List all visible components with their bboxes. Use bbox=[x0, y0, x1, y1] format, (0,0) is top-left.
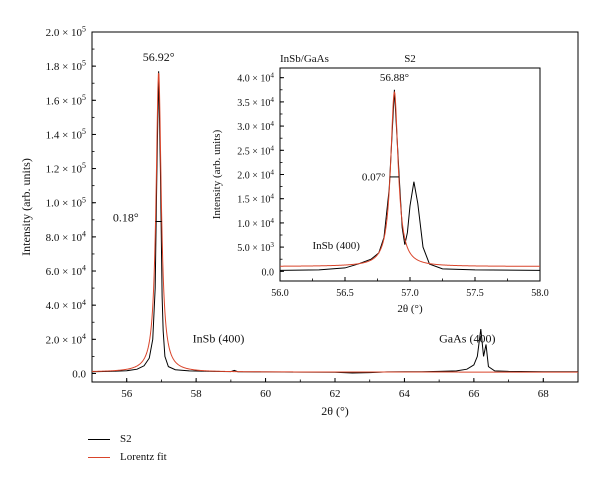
legend-swatch-lorentz-fit bbox=[88, 456, 110, 458]
inset-y-tick-label: 1.5 × 104 bbox=[237, 193, 274, 206]
main-y-tick-label: 2.0 × 104 bbox=[46, 332, 86, 346]
inset-x-tick-label: 57.5 bbox=[466, 288, 484, 299]
inset-y-tick-label: 5.0 × 103 bbox=[237, 241, 274, 254]
main-series-group bbox=[92, 71, 578, 374]
inset-x-tick-label: 58.0 bbox=[531, 288, 549, 299]
main-x-tick-label: 58 bbox=[191, 388, 203, 400]
main-x-tick-label: 64 bbox=[399, 388, 411, 400]
main-y-tick-label: 1.6 × 105 bbox=[46, 93, 86, 107]
main-series-lorentz-fit bbox=[92, 73, 578, 373]
legend-label-lorentz-fit: Lorentz fit bbox=[120, 451, 167, 463]
main-plot: 56 58 60 62 64 66 68 0.0 2.0 × 104 4.0 × 104 6.0 ×… bbox=[19, 25, 579, 418]
inset-y-tick-label: 1.0 × 104 bbox=[237, 217, 274, 230]
main-x-tick-label: 60 bbox=[260, 388, 272, 400]
inset-y-tick-label: 3.5 × 104 bbox=[237, 96, 274, 109]
inset-series-group bbox=[280, 89, 540, 271]
inset-series-s2 bbox=[280, 89, 540, 271]
main-annotation: 0.18° bbox=[113, 211, 139, 225]
main-y-tick-label: 1.2 × 105 bbox=[46, 161, 86, 175]
inset-annotation: 56.88° bbox=[380, 72, 409, 84]
main-y-tick-label: 4.0 × 104 bbox=[46, 298, 86, 312]
inset-frame bbox=[279, 67, 541, 282]
main-y-tick-label: 2.0 × 105 bbox=[46, 25, 86, 39]
main-x-tick-label: 56 bbox=[121, 388, 133, 400]
inset-x-tick-label: 57.0 bbox=[401, 288, 419, 299]
inset-plot: 56.0 56.5 57.0 57.5 58.0 0.0 5.0 × 103 1.0 × 10… bbox=[211, 53, 549, 315]
inset-y-tick-label: 4.0 × 104 bbox=[237, 72, 274, 85]
main-annotation: 56.92° bbox=[143, 50, 175, 64]
legend-swatch-s2 bbox=[88, 438, 110, 440]
main-x-tick-label: 62 bbox=[330, 388, 341, 400]
inset-y-tick-label: 2.5 × 104 bbox=[237, 144, 274, 157]
inset-annotation: 0.07° bbox=[362, 171, 386, 183]
inset-y-tick-label: 3.0 × 104 bbox=[237, 120, 274, 133]
legend-item-s2: S2 bbox=[88, 430, 167, 448]
main-x-axis-label: 2θ (°) bbox=[321, 404, 349, 418]
main-x-tick-label: 68 bbox=[538, 388, 550, 400]
main-y-tick-label: 6.0 × 104 bbox=[46, 264, 86, 278]
inset-y-tick-label: 2.0 × 104 bbox=[237, 169, 274, 182]
legend: S2 Lorentz fit bbox=[88, 430, 167, 466]
main-annotation: InSb (400) bbox=[193, 332, 245, 346]
main-y-tick-label: 1.4 × 105 bbox=[46, 127, 86, 141]
main-x-tick-label: 66 bbox=[468, 388, 480, 400]
inset-title-label: S2 bbox=[404, 53, 416, 65]
inset-x-tick-label: 56.0 bbox=[271, 288, 289, 299]
legend-item-lorentz-fit: Lorentz fit bbox=[88, 448, 167, 466]
inset-y-axis-label: Intensity (arb. units) bbox=[211, 129, 223, 219]
inset-title-sample: InSb/GaAs bbox=[280, 53, 329, 65]
main-annotation: GaAs (400) bbox=[439, 332, 495, 346]
inset-series-lorentz-fit bbox=[280, 90, 540, 267]
main-y-tick-label: 0.0 bbox=[72, 368, 86, 380]
inset-x-tick-label: 56.5 bbox=[336, 288, 354, 299]
main-y-tick-label: 1.0 × 105 bbox=[46, 195, 86, 209]
inset-annotation: InSb (400) bbox=[313, 240, 361, 252]
main-y-axis-label: Intensity (arb. units) bbox=[19, 158, 33, 256]
main-y-tick-label: 8.0 × 104 bbox=[46, 229, 86, 243]
inset-y-tick-label: 0.0 bbox=[262, 267, 275, 278]
legend-label-s2: S2 bbox=[120, 433, 132, 445]
inset-x-axis-label: 2θ (°) bbox=[397, 303, 423, 315]
main-y-tick-label: 1.8 × 105 bbox=[46, 59, 86, 73]
